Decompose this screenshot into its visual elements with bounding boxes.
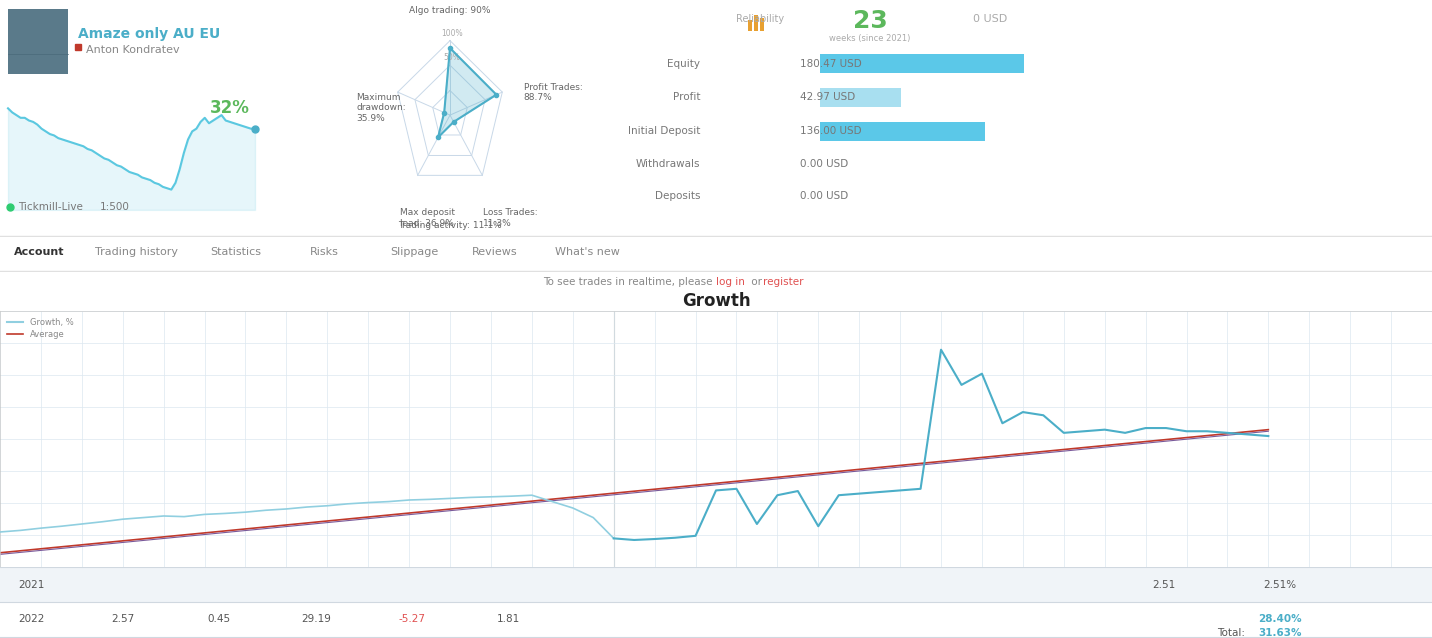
Text: Amaze only AU EU: Amaze only AU EU: [77, 27, 221, 41]
Text: 32%: 32%: [211, 100, 249, 117]
Text: 0.00 USD: 0.00 USD: [800, 159, 848, 169]
Text: Reviews: Reviews: [473, 246, 517, 256]
Text: Initial Deposit: Initial Deposit: [627, 126, 700, 137]
Bar: [821, 88, 901, 107]
Bar: [760, 18, 765, 31]
Bar: [821, 122, 985, 141]
Text: Trading activity: 11.1%: Trading activity: 11.1%: [398, 221, 501, 230]
Text: Algo trading: 90%: Algo trading: 90%: [410, 6, 491, 15]
Text: Deposits: Deposits: [654, 191, 700, 202]
Text: 100%: 100%: [441, 29, 463, 38]
Text: Tickmill-Live: Tickmill-Live: [19, 202, 83, 212]
Text: Max deposit
load: 36.9%: Max deposit load: 36.9%: [401, 208, 455, 228]
Polygon shape: [438, 48, 497, 137]
Text: 0.45: 0.45: [208, 614, 231, 625]
Bar: [0, 567, 1432, 602]
Text: 2.51%: 2.51%: [1263, 580, 1296, 590]
Text: 2.57: 2.57: [112, 614, 135, 625]
Bar: [748, 20, 752, 31]
Bar: [821, 54, 1024, 73]
Text: What's new: What's new: [556, 246, 620, 256]
Bar: [755, 15, 758, 31]
Text: 31.63%: 31.63%: [1259, 628, 1302, 638]
Text: weeks (since 2021): weeks (since 2021): [829, 34, 911, 43]
Text: 29.19: 29.19: [301, 614, 331, 625]
Text: 0.00 USD: 0.00 USD: [800, 191, 848, 202]
Text: Profit Trades:
88.7%: Profit Trades: 88.7%: [524, 83, 583, 103]
Text: Equity: Equity: [667, 59, 700, 69]
Text: Statistics: Statistics: [211, 246, 261, 256]
Text: 2.51: 2.51: [1153, 580, 1176, 590]
Text: register: register: [763, 277, 803, 286]
Text: 23: 23: [852, 10, 888, 33]
Text: 0 USD: 0 USD: [972, 13, 1007, 24]
Text: 1.81: 1.81: [497, 614, 520, 625]
Text: log in: log in: [716, 277, 745, 286]
Text: Maximum
drawdown:
35.9%: Maximum drawdown: 35.9%: [357, 93, 405, 122]
Text: 2021: 2021: [19, 580, 44, 590]
Text: 28.40%: 28.40%: [1259, 614, 1302, 625]
Text: 2022: 2022: [19, 614, 44, 625]
Text: To see trades in realtime, please: To see trades in realtime, please: [543, 277, 716, 286]
Text: Anton Kondratev: Anton Kondratev: [86, 45, 179, 55]
Text: 136.00 USD: 136.00 USD: [800, 126, 862, 137]
Legend: Growth, %, Average: Growth, %, Average: [4, 316, 76, 341]
Text: Loss Trades:
11.3%: Loss Trades: 11.3%: [483, 208, 537, 228]
Text: Reliability: Reliability: [736, 13, 785, 24]
Text: Trading history: Trading history: [95, 246, 178, 256]
Text: Risks: Risks: [309, 246, 339, 256]
Text: 50%: 50%: [444, 54, 461, 63]
Text: -5.27: -5.27: [398, 614, 425, 625]
Text: Profit: Profit: [673, 93, 700, 103]
FancyBboxPatch shape: [9, 10, 67, 75]
Text: Slippage: Slippage: [390, 246, 438, 256]
Text: Total:: Total:: [1217, 628, 1244, 638]
Text: 1:500: 1:500: [100, 202, 130, 212]
Bar: [0, 602, 1432, 637]
Text: 42.97 USD: 42.97 USD: [800, 93, 855, 103]
Text: 180.47 USD: 180.47 USD: [800, 59, 862, 69]
Text: Account: Account: [14, 246, 64, 256]
Text: Growth: Growth: [682, 292, 750, 311]
Text: Withdrawals: Withdrawals: [636, 159, 700, 169]
Text: or: or: [748, 277, 765, 286]
